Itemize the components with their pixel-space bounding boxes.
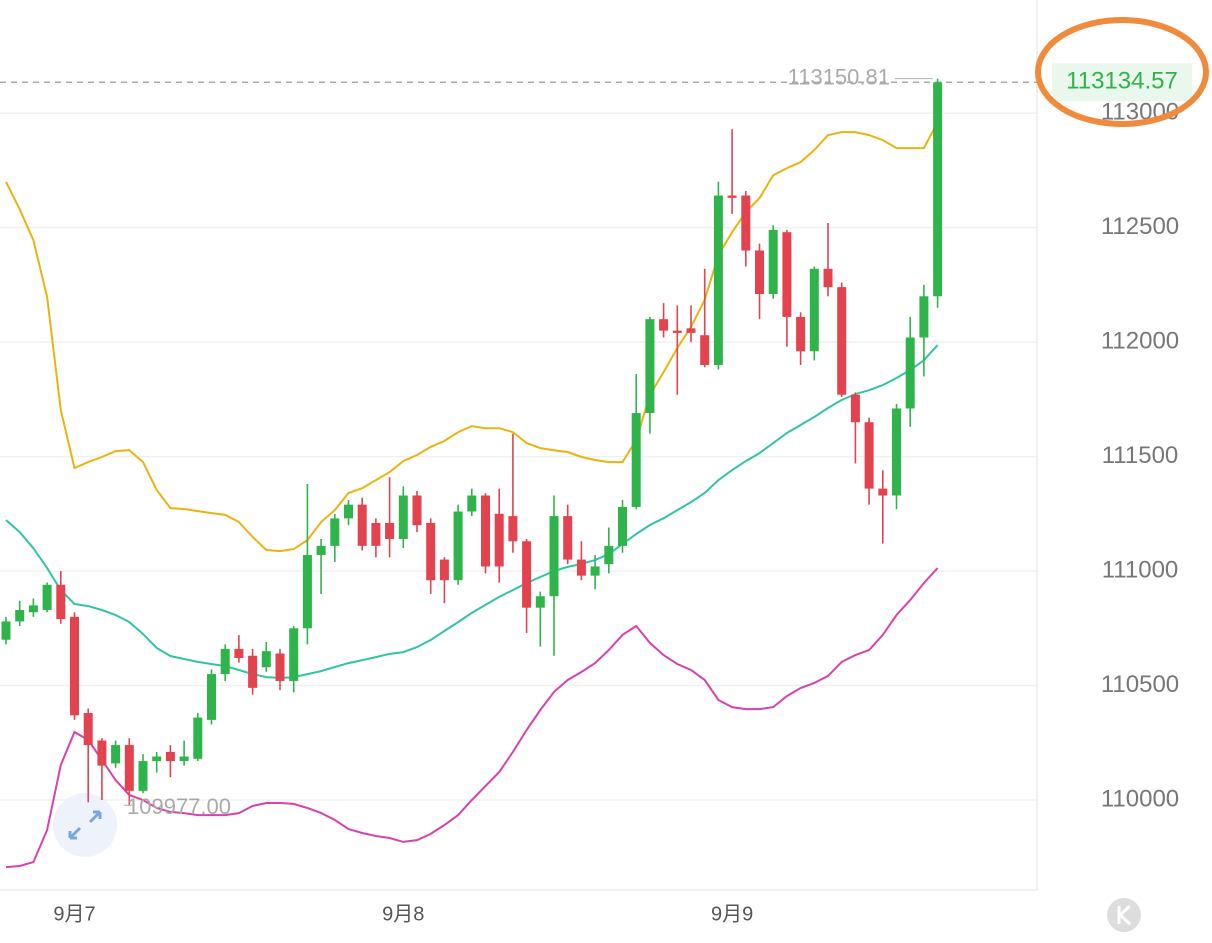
- candle-body: [97, 740, 107, 766]
- expand-icon-glyph: [68, 810, 102, 840]
- y-tick-label: 111500: [1102, 442, 1179, 469]
- candle-body: [796, 316, 806, 352]
- candle-body: [837, 287, 847, 395]
- min-label: 109977.00: [127, 794, 231, 819]
- candle-body: [357, 504, 367, 546]
- candle-body: [590, 566, 600, 576]
- candle-body: [481, 495, 490, 567]
- candle-body: [768, 229, 778, 294]
- expand-icon-bg[interactable]: [53, 793, 117, 857]
- candle-body: [56, 584, 66, 620]
- k-button[interactable]: [1107, 898, 1141, 932]
- candle-body: [686, 328, 696, 333]
- candle-body: [261, 651, 271, 668]
- candle-body: [933, 82, 943, 297]
- candle-body: [535, 596, 545, 608]
- candle-body: [618, 506, 627, 546]
- candle-body: [193, 717, 203, 759]
- candle-body: [344, 504, 353, 519]
- candle-body: [385, 522, 395, 539]
- candle-body: [453, 511, 463, 581]
- candle-body: [111, 745, 121, 764]
- candle-body: [919, 296, 929, 338]
- band-line: [5, 344, 939, 680]
- candle-body: [700, 335, 710, 365]
- candle-body: [398, 495, 408, 539]
- band-line: [5, 567, 939, 869]
- band-line: [5, 121, 939, 553]
- y-tick-label: 110000: [1101, 785, 1179, 812]
- candle-body: [522, 541, 532, 608]
- candle-body: [549, 516, 559, 597]
- candle-body: [15, 609, 25, 622]
- k-button-glyph: [1117, 904, 1132, 926]
- candle-body: [207, 674, 216, 720]
- candle-body: [604, 545, 614, 565]
- candle-body: [179, 756, 189, 762]
- candle-body: [755, 250, 764, 294]
- candle-body: [248, 655, 258, 688]
- candle-body: [316, 545, 326, 556]
- candle-body: [83, 713, 93, 746]
- y-tick-label: 111000: [1102, 556, 1179, 583]
- candle-body: [727, 195, 737, 198]
- max-label: 113150.81: [788, 64, 890, 89]
- x-tick-label: 9月9: [711, 903, 753, 925]
- candle-body: [289, 628, 299, 681]
- candle-body: [809, 268, 819, 352]
- y-tick-label: 110500: [1101, 671, 1179, 698]
- candle-body: [659, 319, 669, 331]
- x-tick-label: 9月8: [382, 903, 424, 925]
- candle-body: [864, 422, 874, 489]
- candle-body: [467, 495, 477, 512]
- candle-body: [741, 195, 751, 251]
- candle-body: [563, 516, 573, 560]
- candle-body: [645, 319, 655, 414]
- candle-body: [426, 522, 436, 581]
- candle-body: [70, 616, 79, 716]
- candle-body: [905, 337, 915, 409]
- candle-body: [28, 605, 38, 613]
- candle-body: [823, 268, 833, 288]
- candle-body: [234, 648, 244, 659]
- candle-body: [494, 513, 504, 567]
- candle-body: [850, 394, 860, 423]
- expand-icon[interactable]: [53, 793, 117, 857]
- candle-body: [330, 518, 340, 546]
- candle-body: [302, 555, 312, 629]
- y-tick-label: 112500: [1101, 213, 1179, 240]
- candle-body: [439, 559, 449, 581]
- k-button-bg[interactable]: [1107, 898, 1141, 932]
- candle-body: [782, 232, 792, 317]
- candle-body: [713, 195, 723, 365]
- candle-body: [220, 648, 230, 675]
- candle-body: [576, 559, 586, 576]
- candle-body: [631, 413, 641, 507]
- candle-body: [878, 488, 888, 496]
- candle-body: [42, 584, 52, 610]
- candle-body: [672, 330, 682, 333]
- candle-body: [138, 761, 148, 791]
- candle-body: [371, 522, 381, 546]
- candle-body: [275, 653, 285, 681]
- candle-body: [124, 745, 134, 791]
- candle-body: [508, 516, 518, 542]
- candle-body: [165, 751, 175, 762]
- candle-body: [892, 408, 901, 496]
- candle-body: [1, 621, 11, 640]
- candle-body: [152, 756, 162, 762]
- candle-body: [412, 495, 422, 526]
- last-price-box: [1052, 63, 1192, 102]
- x-tick-label: 9月7: [53, 903, 95, 925]
- highlight-circle: [1035, 17, 1209, 127]
- y-tick-label: 112000: [1101, 327, 1179, 354]
- last-price-label: 113134.57: [1066, 68, 1178, 95]
